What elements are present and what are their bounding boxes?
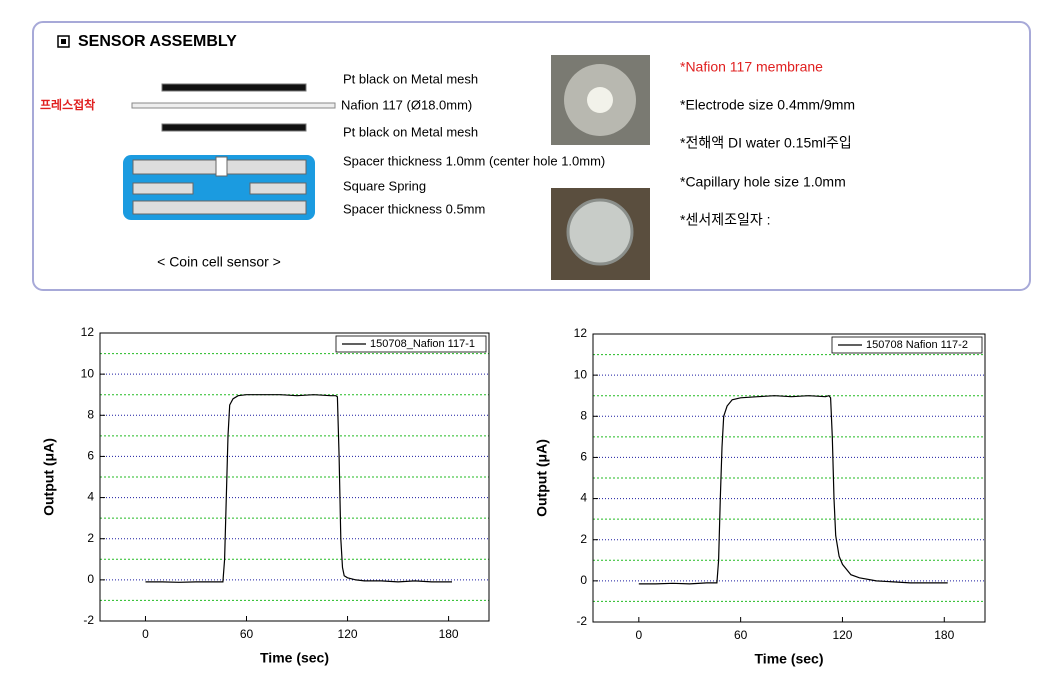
plot-frame [99, 332, 490, 622]
legend-box [831, 336, 983, 354]
y-tick-label: -2 [576, 614, 587, 628]
y-tick-label: 6 [87, 449, 94, 463]
y-tick-label: 4 [87, 490, 94, 504]
y-tick-label: 2 [580, 532, 587, 546]
photo-electrode [587, 87, 613, 113]
layer-pt [161, 83, 307, 92]
y-axis-label: Output (μA) [41, 438, 57, 516]
layer-label: Square Spring [343, 178, 426, 193]
note: *Electrode size 0.4mm/9mm [680, 97, 855, 113]
y-axis-label: Output (μA) [534, 439, 550, 517]
x-tick-label: 60 [734, 628, 748, 642]
plot-frame [592, 333, 986, 623]
y-tick-label: 0 [580, 573, 587, 587]
y-tick-label: -2 [83, 613, 94, 627]
layer-label: Spacer thickness 1.0mm (center hole 1.0m… [343, 153, 605, 168]
note: *센서제조일자 : [680, 212, 771, 228]
note: *전해액 DI water 0.15ml주입 [680, 135, 852, 151]
photo-coin-disc [566, 198, 634, 266]
layer-label: Pt black on Metal mesh [343, 71, 478, 86]
layer-label: Nafion 117 (Ø18.0mm) [341, 97, 472, 112]
layer-pt [161, 123, 307, 132]
x-tick-label: 120 [338, 627, 358, 641]
spacer [132, 200, 307, 215]
x-tick-label: 180 [934, 628, 954, 642]
x-tick-label: 60 [240, 627, 254, 641]
layer-label: Pt black on Metal mesh [343, 124, 478, 139]
note: *Capillary hole size 1.0mm [680, 174, 846, 190]
panel-title: SENSOR ASSEMBLY [78, 33, 237, 50]
y-tick-label: 12 [574, 326, 588, 340]
y-tick-label: 4 [580, 491, 587, 505]
x-axis-label: Time (sec) [755, 651, 824, 667]
y-tick-label: 2 [87, 531, 94, 545]
x-tick-label: 0 [635, 628, 642, 642]
press-label: 프레스접착 [40, 97, 95, 112]
spring [132, 182, 194, 195]
y-tick-label: 6 [580, 450, 587, 464]
y-tick-label: 8 [87, 407, 94, 421]
x-axis-label: Time (sec) [260, 650, 329, 666]
y-tick-label: 8 [580, 408, 587, 422]
center-hole [215, 156, 228, 177]
spring [249, 182, 307, 195]
y-tick-label: 10 [81, 366, 95, 380]
note: *Nafion 117 membrane [680, 59, 823, 75]
legend-box [335, 335, 487, 353]
x-tick-label: 180 [439, 627, 459, 641]
y-tick-label: 0 [87, 572, 94, 586]
plot-area [100, 333, 489, 621]
title-icon-core [61, 39, 66, 44]
layer-nafion [131, 102, 336, 109]
layer-label: Spacer thickness 0.5mm [343, 201, 485, 216]
data-line [145, 394, 452, 583]
legend-label: 150708 Nafion 117-2 [866, 339, 968, 351]
x-tick-label: 0 [142, 627, 149, 641]
title-icon [57, 35, 70, 48]
data-line [638, 395, 948, 585]
y-tick-label: 10 [574, 367, 588, 381]
caption: < Coin cell sensor > [157, 254, 281, 270]
x-tick-label: 120 [832, 628, 852, 642]
legend-label: 150708_Nafion 117-1 [370, 338, 475, 350]
y-tick-label: 12 [81, 325, 95, 339]
